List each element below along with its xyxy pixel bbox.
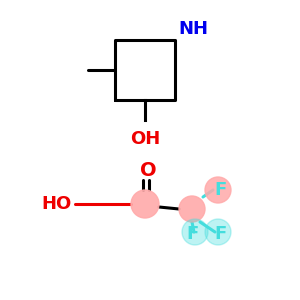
Circle shape xyxy=(131,190,159,218)
Text: F: F xyxy=(214,181,226,199)
Text: F: F xyxy=(187,225,199,243)
Circle shape xyxy=(205,177,231,203)
Text: HO: HO xyxy=(42,195,72,213)
Circle shape xyxy=(182,219,208,245)
Circle shape xyxy=(205,219,231,245)
Text: F: F xyxy=(214,225,226,243)
Circle shape xyxy=(179,196,205,222)
Text: O: O xyxy=(140,161,156,180)
Text: OH: OH xyxy=(130,130,160,148)
Text: NH: NH xyxy=(178,20,208,38)
